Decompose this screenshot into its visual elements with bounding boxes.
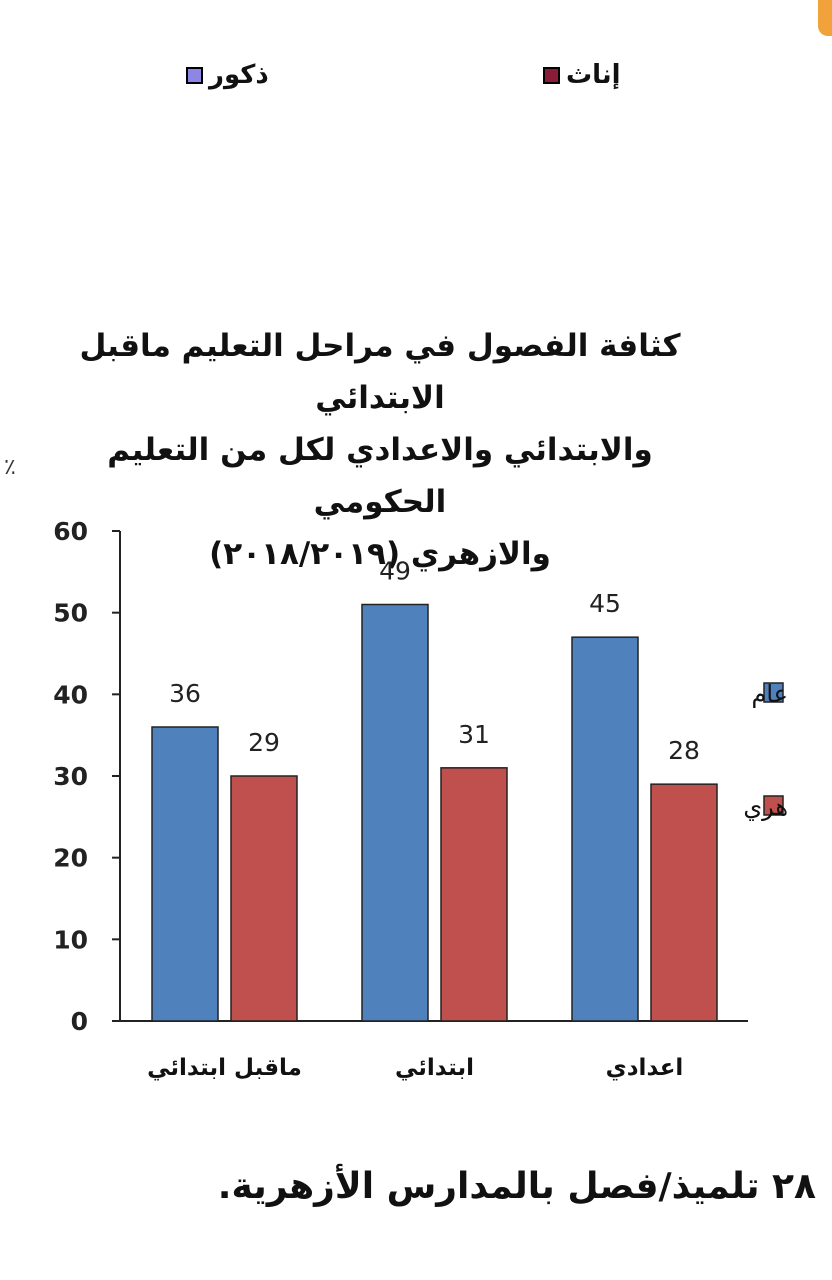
- y-tick-label: 50: [53, 599, 88, 628]
- y-tick-label: 10: [53, 925, 88, 954]
- x-category-label: ابتدائي: [395, 1055, 474, 1081]
- legend-female-label: إناث: [566, 60, 621, 90]
- legend-right-label: هري: [743, 793, 788, 821]
- y-tick-label: 30: [53, 762, 88, 791]
- data-label: 29: [248, 728, 280, 757]
- legend-male-label: ذكور: [209, 60, 269, 90]
- legend-male: ذكور: [186, 60, 269, 90]
- legend-right-label: عام: [752, 680, 789, 708]
- y-tick-label: 40: [53, 680, 88, 709]
- percent-symbol: ٪: [4, 455, 16, 480]
- y-tick-label: 0: [71, 1007, 88, 1036]
- data-label: 31: [458, 720, 490, 749]
- legend-female: إناث: [543, 60, 621, 90]
- data-label: 36: [169, 679, 201, 708]
- y-tick-label: 20: [53, 844, 88, 873]
- x-category-label: اعدادي: [606, 1055, 684, 1081]
- page-edge-tab: [818, 0, 832, 36]
- title-line-2: والابتدائي والاعدادي لكل من التعليم الحك…: [107, 432, 653, 520]
- legend-male-swatch: [186, 66, 203, 84]
- legend-female-swatch: [543, 66, 560, 84]
- bar-general: [571, 636, 639, 1022]
- bar-azhar: [650, 783, 718, 1022]
- title-line-1: كثافة الفصول في مراحل التعليم ماقبل الاب…: [79, 328, 681, 416]
- data-label: 49: [379, 557, 411, 586]
- bar-general: [151, 726, 219, 1022]
- data-label: 45: [589, 589, 621, 618]
- chart-title: كثافة الفصول في مراحل التعليم ماقبل الاب…: [40, 320, 720, 580]
- bar-general: [361, 603, 429, 1022]
- data-label: 28: [668, 736, 700, 765]
- footer-text: ٢٨ تلميذ/فصل بالمدارس الأزهرية.: [217, 1166, 816, 1207]
- bar-azhar: [230, 775, 298, 1022]
- y-tick-label: 60: [53, 517, 88, 546]
- x-category-label: ماقبل ابتدائي: [147, 1055, 302, 1081]
- legend-right-swatch: [763, 682, 784, 703]
- legend-right-swatch: [763, 795, 784, 816]
- bar-azhar: [440, 767, 508, 1022]
- title-line-3: والازهري (٢٠١٨/٢٠١٩): [209, 536, 551, 572]
